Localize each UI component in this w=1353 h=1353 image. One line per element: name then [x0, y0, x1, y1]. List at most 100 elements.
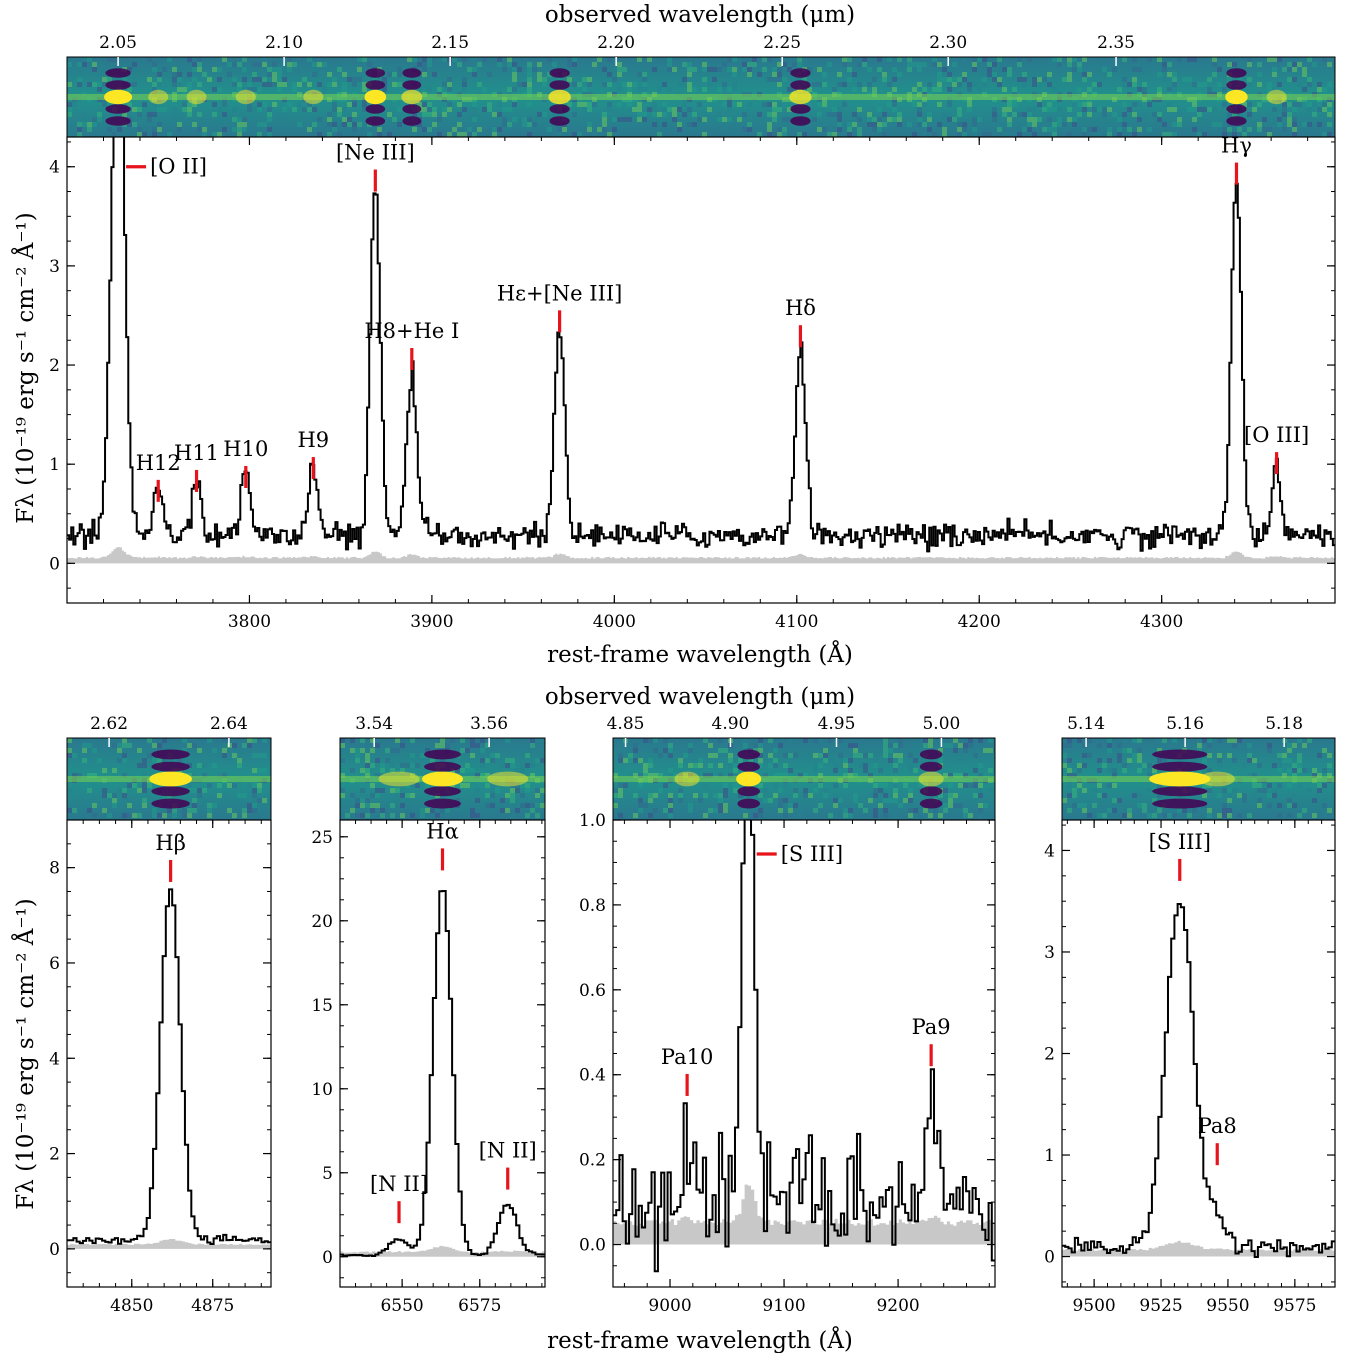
line-label: [S III] [1149, 830, 1211, 854]
x-tick-label: 4875 [191, 1296, 234, 1316]
x-tick-label: 9000 [648, 1296, 691, 1316]
observed-tick-label: 5.14 [1067, 714, 1105, 734]
error-spectrum [67, 547, 1335, 564]
x-tick-label: 4100 [775, 612, 818, 632]
y-tick-label: 15 [311, 996, 333, 1016]
observed-tick-label: 2.20 [597, 33, 635, 53]
line-label: [O III] [1244, 423, 1309, 447]
bottom-observed-axis-label: observed wavelength (μm) [545, 684, 855, 710]
line-label: Hε+[Ne III] [497, 281, 623, 305]
observed-tick-label: 2.15 [431, 33, 469, 53]
observed-tick-label: 3.56 [470, 714, 508, 734]
y-tick-label: 2 [49, 356, 60, 376]
x-tick-label: 3900 [410, 612, 453, 632]
y-tick-label: 0 [49, 554, 60, 574]
flux-spectrum [67, 888, 271, 1246]
flux-spectrum [1062, 903, 1335, 1258]
observed-tick-label: 4.85 [607, 714, 645, 734]
observed-tick-label: 2.10 [265, 33, 303, 53]
x-tick-label: 4300 [1140, 612, 1183, 632]
spectrum-1d-plot: 9000 9100 9200 0.0 0.2 0.4 0.6 0.8 1.0 Pa10 [S III… [579, 811, 996, 1316]
error-spectrum [1062, 1240, 1335, 1257]
line-label: H10 [223, 437, 268, 461]
spectrum-1d-plot: 4850 4875 0 2 4 6 8 Hβ [49, 819, 272, 1316]
x-tick-label: 9100 [762, 1296, 805, 1316]
line-label: Hδ [785, 296, 816, 320]
top-observed-axis-label: observed wavelength (μm) [545, 2, 855, 28]
line-label: Pa8 [1198, 1114, 1237, 1138]
y-tick-label: 2 [49, 1145, 60, 1165]
observed-tick-label: 3.54 [355, 714, 393, 734]
y-tick-label: 4 [49, 1049, 60, 1069]
y-tick-label: 20 [311, 912, 333, 932]
line-label: Pa9 [912, 1015, 951, 1039]
y-tick-label: 6 [49, 954, 60, 974]
y-tick-label: 0 [1044, 1248, 1055, 1268]
y-tick-label: 3 [49, 257, 60, 277]
observed-tick-label: 4.90 [712, 714, 750, 734]
bottom-y-axis-label: Fλ (10⁻¹⁹ erg s⁻¹ cm⁻² Å⁻¹) [11, 898, 39, 1209]
y-tick-label: 0 [49, 1240, 60, 1260]
x-tick-label: 6550 [380, 1296, 423, 1316]
x-tick-label: 4200 [958, 612, 1001, 632]
y-tick-label: 1.0 [579, 811, 606, 831]
x-tick-label: 4850 [110, 1296, 153, 1316]
x-tick-label: 3800 [228, 612, 271, 632]
line-label: H8+He I [364, 319, 459, 343]
y-tick-label: 4 [1044, 841, 1055, 861]
y-tick-label: 25 [311, 828, 333, 848]
y-tick-label: 4 [49, 158, 60, 178]
top-y-axis-label: Fλ (10⁻¹⁹ erg s⁻¹ cm⁻² Å⁻¹) [11, 212, 39, 523]
line-label: Hβ [155, 831, 185, 855]
panel-halpha: 3.54 3.56 6550 6575 0 5 10 15 20 25 [N II] Hα [N II] [311, 714, 546, 1316]
observed-tick-label: 5.00 [922, 714, 960, 734]
observed-tick-label: 5.16 [1166, 714, 1204, 734]
spectrum-2d-image [66, 737, 272, 821]
spectrum-2d-image [1061, 737, 1336, 821]
line-label: H11 [174, 441, 219, 465]
error-spectrum [67, 1238, 271, 1249]
y-tick-label: 2 [1044, 1045, 1055, 1065]
spectrum-1d-plot: 9500 9525 9550 9575 0 1 2 3 4 [S III] Pa8 [1044, 819, 1336, 1316]
spectrum-2d-image [339, 737, 546, 821]
panel-main: 2.05 2.10 2.15 2.20 2.25 2.30 2.35 3800 3900 4000… [49, 33, 1336, 632]
observed-tick-label: 4.95 [818, 714, 856, 734]
error-spectrum [340, 1245, 545, 1257]
spectrum-1d-plot: 6550 6575 0 5 10 15 20 25 [N II] Hα [N II] [311, 819, 546, 1316]
flux-spectrum [613, 820, 995, 1273]
x-tick-label: 6575 [458, 1296, 501, 1316]
observed-tick-label: 2.30 [929, 33, 967, 53]
line-label: [S III] [781, 842, 843, 866]
observed-tick-label: 2.05 [99, 33, 137, 53]
spectrum-2d-image [612, 737, 996, 821]
line-label: H9 [297, 428, 329, 452]
x-tick-label: 9200 [876, 1296, 919, 1316]
line-label: [Ne III] [336, 141, 415, 165]
panel-siii_9069: 4.85 4.90 4.95 5.00 9000 9100 9200 0.0 0.2 0.4 0.6… [579, 714, 996, 1316]
y-tick-label: 8 [49, 859, 60, 879]
observed-tick-label: 2.64 [210, 714, 248, 734]
x-tick-label: 9550 [1206, 1296, 1249, 1316]
y-tick-label: 0.4 [579, 1066, 606, 1086]
y-tick-label: 0 [322, 1248, 333, 1268]
line-label: Hγ [1221, 134, 1252, 158]
y-tick-label: 3 [1044, 943, 1055, 963]
x-tick-label: 9575 [1273, 1296, 1316, 1316]
bottom-rest-axis-label: rest-frame wavelength (Å) [547, 1326, 853, 1353]
spectrum-2d-image [66, 56, 1336, 138]
y-tick-label: 10 [311, 1080, 333, 1100]
y-tick-label: 0.8 [579, 896, 606, 916]
line-label: [N II] [370, 1172, 428, 1196]
flux-spectrum [340, 890, 545, 1258]
line-label: [N II] [479, 1139, 537, 1163]
x-tick-label: 9500 [1072, 1296, 1115, 1316]
observed-tick-label: 2.62 [90, 714, 128, 734]
y-tick-label: 0.2 [579, 1151, 606, 1171]
observed-tick-label: 2.25 [763, 33, 801, 53]
y-tick-label: 0.6 [579, 981, 606, 1001]
line-label: H12 [136, 451, 181, 475]
flux-spectrum [67, 137, 1335, 553]
panel-hbeta: 2.62 2.64 4850 4875 0 2 4 6 8 Hβ [49, 714, 272, 1316]
